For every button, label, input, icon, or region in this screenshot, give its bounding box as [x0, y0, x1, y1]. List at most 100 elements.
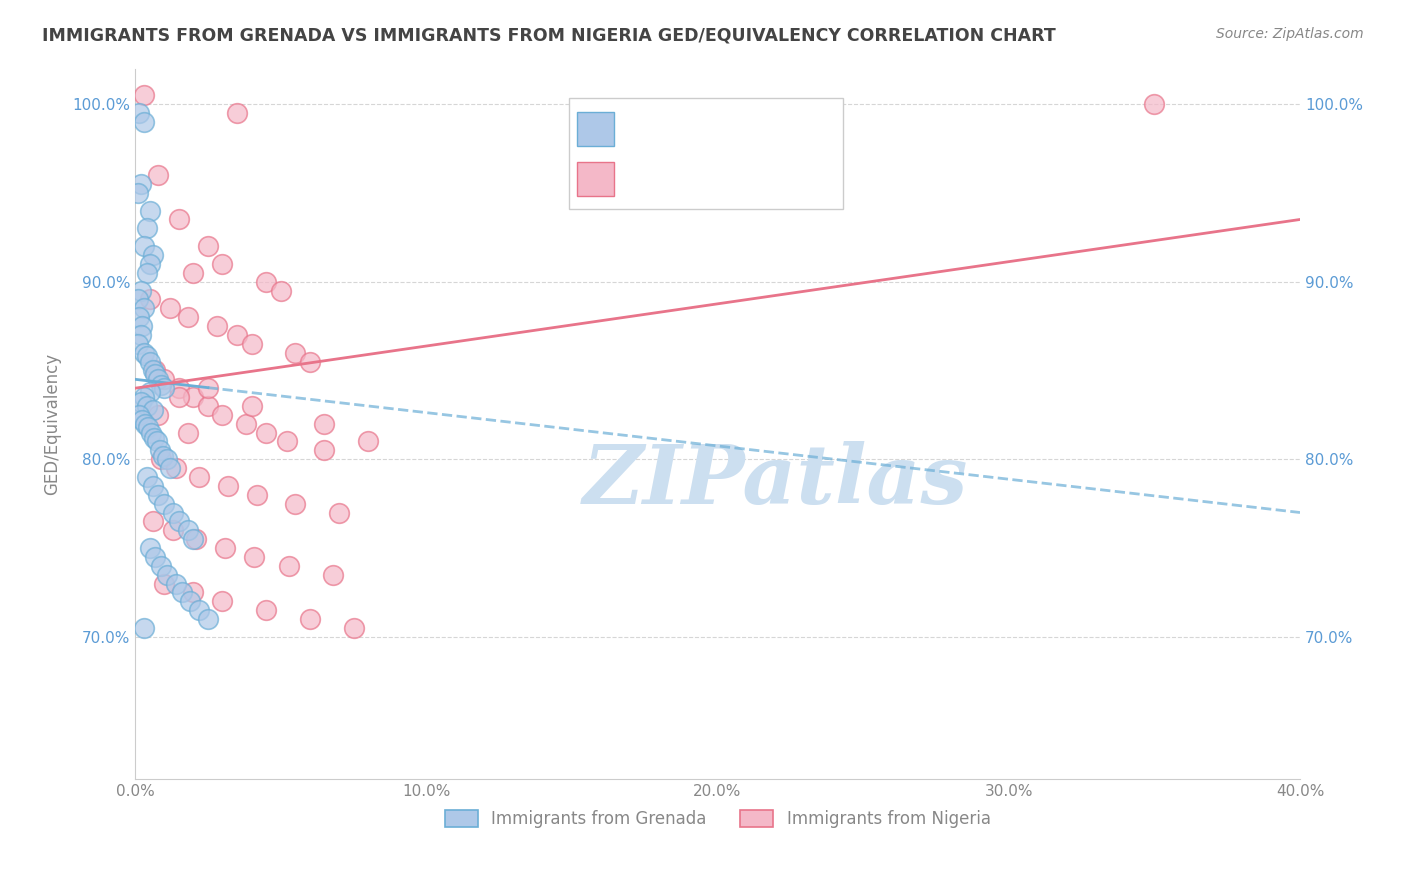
Point — [1143, 97, 1166, 112]
Point — [135, 399, 157, 413]
Point — [254, 603, 277, 617]
Point — [128, 106, 150, 120]
Point — [128, 408, 150, 422]
Point — [284, 497, 307, 511]
Point — [138, 354, 160, 368]
Point — [197, 381, 219, 395]
Point — [197, 399, 219, 413]
Point — [138, 293, 160, 307]
Point — [167, 390, 190, 404]
Point — [139, 425, 162, 440]
Point — [188, 470, 211, 484]
Point — [132, 301, 155, 316]
Point — [145, 549, 167, 564]
Point — [188, 603, 211, 617]
Point — [162, 523, 184, 537]
Point — [134, 417, 156, 431]
Point — [152, 449, 174, 463]
Point — [129, 284, 152, 298]
Point — [136, 420, 159, 434]
Point — [142, 363, 165, 377]
Point — [240, 336, 263, 351]
Point — [243, 549, 266, 564]
Point — [153, 497, 176, 511]
Point — [145, 367, 167, 381]
Point — [142, 515, 165, 529]
Point — [270, 284, 292, 298]
Text: Source: ZipAtlas.com: Source: ZipAtlas.com — [1216, 27, 1364, 41]
Point — [148, 408, 170, 422]
Text: IMMIGRANTS FROM GRENADA VS IMMIGRANTS FROM NIGERIA GED/EQUIVALENCY CORRELATION C: IMMIGRANTS FROM GRENADA VS IMMIGRANTS FR… — [42, 27, 1056, 45]
Point — [138, 203, 160, 218]
Point — [129, 395, 152, 409]
Point — [132, 390, 155, 404]
Point — [162, 506, 184, 520]
Point — [186, 532, 208, 546]
Point — [145, 363, 167, 377]
Point — [142, 402, 165, 417]
Point — [127, 186, 149, 200]
Point — [132, 621, 155, 635]
Point — [170, 585, 193, 599]
Point — [357, 434, 380, 449]
Point — [127, 336, 149, 351]
Point — [183, 390, 205, 404]
Point — [298, 612, 321, 626]
Y-axis label: GED/Equivalency: GED/Equivalency — [44, 352, 60, 495]
Point — [150, 377, 173, 392]
Point — [183, 266, 205, 280]
Point — [314, 417, 336, 431]
Point — [131, 413, 153, 427]
Point — [183, 532, 205, 546]
Point — [156, 567, 179, 582]
Point — [148, 372, 170, 386]
Point — [159, 301, 181, 316]
Point — [138, 257, 160, 271]
Point — [176, 523, 198, 537]
Point — [235, 417, 257, 431]
Point — [156, 452, 179, 467]
Point — [167, 212, 190, 227]
Point — [197, 239, 219, 253]
Point — [246, 488, 269, 502]
Point — [254, 425, 277, 440]
Point — [298, 354, 321, 368]
Point — [150, 558, 173, 573]
Point — [205, 319, 228, 334]
Point — [176, 425, 198, 440]
Point — [142, 479, 165, 493]
Point — [148, 168, 170, 182]
Point — [179, 594, 201, 608]
Point — [131, 319, 153, 334]
Point — [167, 381, 190, 395]
Point — [138, 384, 160, 399]
Point — [276, 434, 298, 449]
Point — [226, 327, 249, 342]
Point — [278, 558, 301, 573]
Point — [146, 434, 169, 449]
Point — [132, 345, 155, 359]
Point — [322, 567, 344, 582]
Point — [183, 585, 205, 599]
Point — [211, 594, 233, 608]
Point — [165, 576, 187, 591]
Point — [150, 452, 173, 467]
Point — [149, 443, 172, 458]
Point — [197, 612, 219, 626]
Point — [129, 177, 152, 191]
Point — [254, 275, 277, 289]
Point — [226, 106, 249, 120]
Point — [176, 310, 198, 325]
Point — [214, 541, 236, 555]
Point — [142, 248, 165, 262]
Point — [128, 310, 150, 325]
Point — [148, 488, 170, 502]
Legend: Immigrants from Grenada, Immigrants from Nigeria: Immigrants from Grenada, Immigrants from… — [437, 803, 997, 835]
Point — [328, 506, 350, 520]
Point — [153, 372, 176, 386]
Point — [342, 621, 364, 635]
Point — [132, 239, 155, 253]
Point — [135, 221, 157, 235]
Text: ZIPatlas: ZIPatlas — [583, 441, 969, 521]
Point — [135, 470, 157, 484]
